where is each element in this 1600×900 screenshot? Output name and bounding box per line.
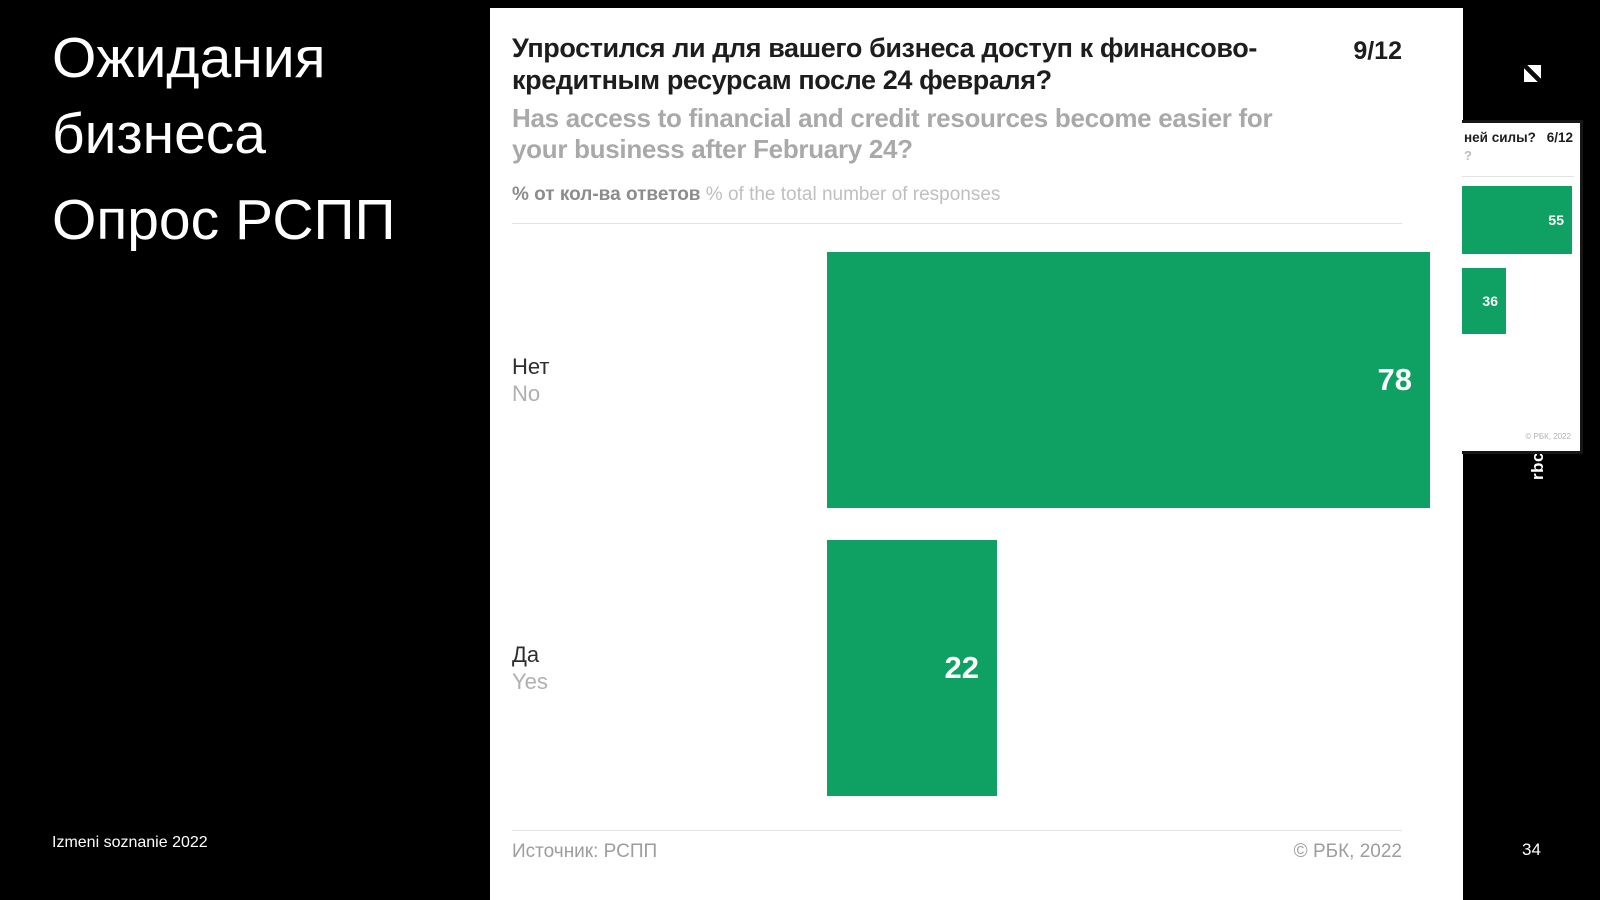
slide-page-number: 34 — [1522, 840, 1541, 859]
deck-footer-text: Izmeni soznanie 2022 — [52, 834, 208, 851]
category-labels: Да Yes — [512, 540, 827, 796]
footer-divider — [512, 830, 1402, 831]
bar-row: Да Yes 22 — [512, 540, 1453, 796]
rbc-watermark: rbc — [1528, 452, 1547, 480]
thumb-bar: 55 — [1462, 186, 1572, 254]
next-slide-thumbnail-card: ней силы? 6/12 ? 55 36 © РБК, 2022 — [1462, 120, 1583, 454]
slide-title-line2: бизнеса — [52, 102, 267, 166]
thumb-copyright: © РБК, 2022 — [1525, 432, 1571, 441]
main-chart-card: Упростился ли для вашего бизнеса доступ … — [490, 8, 1463, 900]
chart-header: Упростился ли для вашего бизнеса доступ … — [512, 32, 1402, 165]
rbc-logo-icon — [1524, 65, 1541, 82]
thumb-divider — [1462, 176, 1574, 177]
bar-row: Нет No 78 — [512, 252, 1453, 508]
thumb-header: ней силы? 6/12 — [1464, 130, 1573, 145]
thumb-page-indicator: 6/12 — [1546, 130, 1573, 145]
category-labels: Нет No — [512, 252, 827, 508]
chart-footer: Источник: РСПП © РБК, 2022 — [512, 841, 1402, 863]
chart-title-en: Has access to financial and credit resou… — [512, 103, 1273, 164]
slide-title-line1: Ожидания — [52, 26, 326, 90]
slide-subtitle: Опрос РСПП — [52, 188, 396, 252]
chart-units: % от кол-ва ответов % of the total numbe… — [512, 184, 1000, 206]
slide-title: Ожидания бизнеса — [52, 20, 325, 172]
chart-source: Источник: РСПП — [512, 841, 658, 862]
chart-units-ru: % от кол-ва ответов — [512, 184, 701, 205]
chart-copyright: © РБК, 2022 — [1293, 841, 1402, 862]
chart-page-indicator: 9/12 — [1353, 37, 1402, 65]
thumb-subtitle-fragment: ? — [1464, 148, 1472, 163]
category-label-en: Yes — [512, 669, 548, 694]
thumb-bar: 36 — [1462, 268, 1506, 334]
thumb-title-fragment: ней силы? — [1464, 130, 1536, 145]
header-divider — [512, 223, 1402, 224]
value-bar: 22 — [827, 540, 997, 796]
category-label-ru: Нет — [512, 354, 550, 379]
bar-rows: Нет No 78 Да Yes 22 — [512, 252, 1453, 796]
chart-units-en: % of the total number of responses — [705, 184, 1001, 205]
chart-title-ru: Упростился ли для вашего бизнеса доступ … — [512, 33, 1257, 95]
category-label-en: No — [512, 381, 541, 406]
value-bar: 78 — [827, 252, 1430, 508]
category-label-ru: Да — [512, 642, 540, 667]
